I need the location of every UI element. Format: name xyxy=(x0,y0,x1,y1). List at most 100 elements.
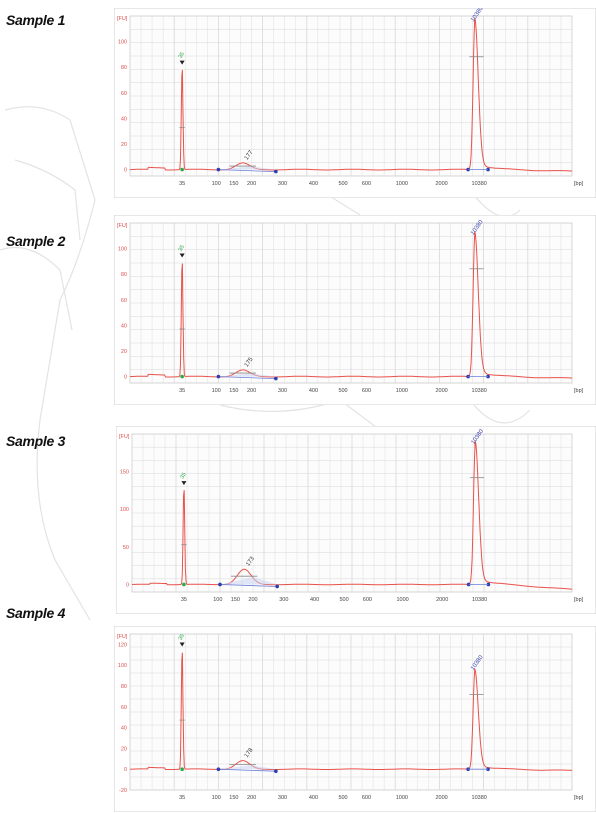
x-tick-label: 1000 xyxy=(396,388,408,394)
peak-start-dot xyxy=(216,374,221,379)
marker-dot xyxy=(182,582,186,587)
y-tick-label: 40 xyxy=(121,726,127,732)
x-tick-label: 2000 xyxy=(435,795,447,801)
y-tick-label: 0 xyxy=(124,767,127,773)
y-tick-label: 150 xyxy=(120,470,129,476)
x-tick-label: 200 xyxy=(247,795,256,801)
peak-top-marker xyxy=(179,253,185,258)
y-tick-label: 100 xyxy=(118,247,127,253)
x-tick-label: 200 xyxy=(248,597,257,603)
upper-marker-end-dot xyxy=(486,767,490,771)
peak-area-shading xyxy=(218,166,276,170)
grid xyxy=(129,15,573,177)
electropherogram-2: [FU] 0 20 40 60 80 100 35 100 150 200 300 400 500 600 1… xyxy=(114,215,596,405)
peak-start-dot xyxy=(216,767,221,771)
peak-end-dot xyxy=(275,584,279,589)
chart-svg-4: [FU] -20 0 20 40 60 80 100 120 35 100 150 200 300 400 5… xyxy=(114,626,596,812)
grid xyxy=(129,633,573,791)
peak-area-shading xyxy=(218,373,276,377)
y-tick-label: 80 xyxy=(121,65,127,71)
x-tick-label: 200 xyxy=(247,181,256,187)
peak-end-dot xyxy=(274,169,278,174)
x-tick-label: 35 xyxy=(179,795,185,801)
x-tick-label: 600 xyxy=(362,388,371,394)
electropherogram-3: [FU] 0 50 100 150 35 100 150 200 300 400 500 600 1000… xyxy=(116,426,596,614)
x-tick-label: 100 xyxy=(213,597,222,603)
marker-dot xyxy=(180,767,184,771)
x-unit-label: [bp] xyxy=(574,795,584,801)
sample-label-4: Sample 4 xyxy=(6,605,66,621)
x-tick-label: 10380 xyxy=(472,597,487,603)
y-tick-label: 20 xyxy=(121,142,127,148)
x-tick-label: 35 xyxy=(181,597,187,603)
peak-label-lower-marker: 35 xyxy=(179,472,187,480)
y-tick-label: 100 xyxy=(118,663,127,669)
signal-trace xyxy=(130,17,573,172)
x-tick-label: 1000 xyxy=(396,181,408,187)
chart-svg-2: [FU] 0 20 40 60 80 100 35 100 150 200 300 400 500 600 1… xyxy=(114,215,596,405)
x-tick-label: 1000 xyxy=(396,597,408,603)
peak-baseline xyxy=(218,768,276,772)
x-tick-label: 35 xyxy=(179,181,185,187)
x-tick-label: 400 xyxy=(310,597,319,603)
peak-baseline xyxy=(218,376,276,379)
x-tick-label: 150 xyxy=(229,388,238,394)
x-tick-label: 1000 xyxy=(396,795,408,801)
y-tick-label: 120 xyxy=(118,642,127,648)
peak-baseline xyxy=(218,169,276,172)
x-unit-label: [bp] xyxy=(574,388,584,394)
y-tick-label: 60 xyxy=(121,91,127,97)
y-tick-label: 50 xyxy=(123,545,129,551)
electropherogram-4: [FU] -20 0 20 40 60 80 100 120 35 100 150 200 300 400 5… xyxy=(114,626,596,812)
peak-label-lower-marker: 35 xyxy=(178,633,186,641)
peak-label-lower-marker: 35 xyxy=(178,244,186,252)
x-tick-label: 300 xyxy=(278,181,287,187)
grid xyxy=(131,433,573,593)
x-tick-label: 10380 xyxy=(472,181,487,187)
x-unit-label: [bp] xyxy=(574,597,584,603)
peak-start-dot xyxy=(216,167,221,172)
y-tick-label: 100 xyxy=(118,40,127,46)
x-tick-label: 100 xyxy=(212,181,221,187)
peak-start-dot xyxy=(218,582,222,587)
x-tick-label: 400 xyxy=(309,181,318,187)
x-tick-label: 2000 xyxy=(436,597,448,603)
x-tick-label: 150 xyxy=(229,181,238,187)
marker-dot xyxy=(180,167,184,172)
sample-label-3: Sample 3 xyxy=(6,433,66,449)
y-tick-label: 40 xyxy=(121,116,127,122)
peak-top-marker xyxy=(179,642,185,647)
x-tick-label: 2000 xyxy=(435,388,447,394)
signal-trace xyxy=(130,231,573,379)
electropherogram-1: [FU] 0 20 40 60 80 100 35 100 150 200 300 400 500 600 1… xyxy=(114,8,596,198)
x-tick-label: 500 xyxy=(338,795,347,801)
x-tick-label: 150 xyxy=(229,795,238,801)
y-tick-label: 100 xyxy=(120,507,129,513)
x-tick-label: 300 xyxy=(278,795,287,801)
x-tick-label: 150 xyxy=(231,597,240,603)
y-tick-label: -20 xyxy=(119,788,127,794)
x-tick-label: 200 xyxy=(247,388,256,394)
sample-label-2: Sample 2 xyxy=(6,233,66,249)
x-unit-label: [bp] xyxy=(574,181,584,187)
chart-svg-1: [FU] 0 20 40 60 80 100 35 100 150 200 300 400 500 600 1… xyxy=(114,8,596,198)
x-tick-label: 600 xyxy=(362,181,371,187)
y-tick-label: 40 xyxy=(121,323,127,329)
peak-label-fragment: 173 xyxy=(245,555,256,567)
y-tick-label: 20 xyxy=(121,746,127,752)
upper-marker-end-dot xyxy=(486,374,490,379)
y-tick-label: 0 xyxy=(126,582,129,588)
x-tick-label: 600 xyxy=(362,795,371,801)
peak-end-dot xyxy=(274,376,278,381)
y-unit-label: [FU] xyxy=(117,634,128,640)
x-tick-label: 500 xyxy=(338,181,347,187)
peak-label-fragment: 177 xyxy=(244,149,255,161)
chart-svg-3: [FU] 0 50 100 150 35 100 150 200 300 400 500 600 1000… xyxy=(116,426,596,614)
y-unit-label: [FU] xyxy=(119,434,130,440)
signal-trace xyxy=(132,440,573,590)
grid xyxy=(129,222,573,384)
x-tick-label: 500 xyxy=(338,388,347,394)
peak-baseline xyxy=(219,584,278,587)
peak-top-marker xyxy=(179,60,185,65)
x-tick-label: 300 xyxy=(279,597,288,603)
